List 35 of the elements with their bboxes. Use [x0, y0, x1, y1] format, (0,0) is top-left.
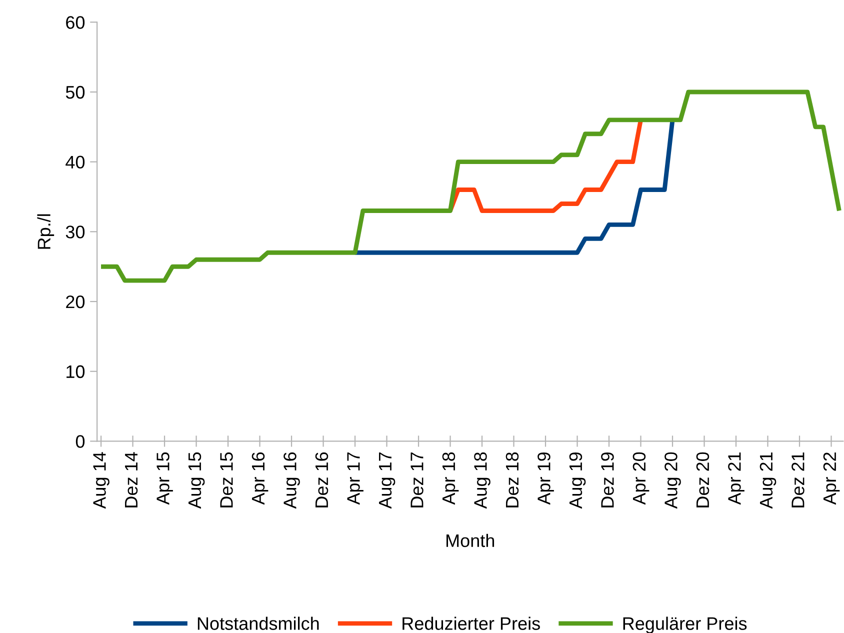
x-tick-label: Aug 19: [569, 452, 586, 509]
x-tick-label: Aug 21: [760, 452, 776, 509]
x-tick-label: Apr 17: [347, 452, 364, 505]
y-axis-title: Rp./l: [37, 214, 54, 249]
x-tick-label: Aug 16: [284, 452, 300, 509]
legend-label: Reduzierter Preis: [402, 616, 540, 630]
x-tick-label: Aug 18: [474, 452, 490, 509]
x-tick-label: Dez 16: [315, 452, 328, 508]
y-tick-label: 20: [66, 295, 85, 308]
x-tick-label: Aug 20: [664, 452, 681, 509]
y-tick-label: 40: [66, 156, 85, 169]
x-axis-title: Month: [446, 534, 494, 548]
x-tick-label: Dez 14: [125, 452, 138, 508]
y-tick-label: 0: [76, 435, 85, 448]
x-tick-label: Dez 20: [696, 452, 710, 508]
x-tick-label: Dez 17: [410, 452, 424, 508]
x-tick-label: Apr 16: [252, 452, 268, 505]
x-tick-label: Apr 15: [156, 452, 173, 505]
x-tick-label: Aug 15: [188, 452, 205, 509]
y-tick-label: 50: [66, 86, 85, 99]
x-tick-label: Apr 21: [728, 452, 744, 505]
x-tick-label: Apr 18: [442, 452, 459, 505]
legend-label: Notstandsmilch: [198, 616, 319, 630]
x-tick-label: Dez 19: [601, 452, 614, 508]
x-tick-label: Aug 17: [379, 452, 396, 509]
x-tick-label: Dez 18: [506, 452, 519, 508]
y-tick-label: 60: [66, 16, 85, 29]
x-tick-label: Apr 19: [538, 452, 554, 505]
y-tick-label: 10: [66, 365, 85, 378]
x-tick-label: Dez 15: [220, 452, 233, 508]
y-tick-label: 30: [66, 226, 85, 238]
x-tick-label: Apr 22: [823, 452, 840, 505]
x-tick-label: Dez 21: [792, 452, 804, 508]
x-tick-label: Apr 20: [632, 452, 650, 505]
x-tick-label: Aug 14: [93, 452, 110, 509]
